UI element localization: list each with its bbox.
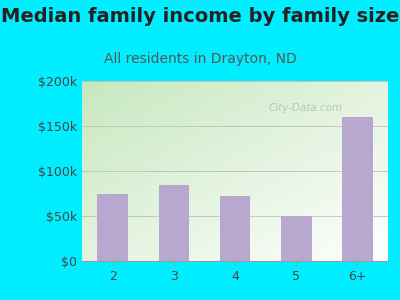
Text: All residents in Drayton, ND: All residents in Drayton, ND — [104, 52, 296, 67]
Text: Median family income by family size: Median family income by family size — [1, 8, 399, 26]
Bar — [342, 117, 373, 261]
Bar — [158, 184, 189, 261]
Text: City-Data.com: City-Data.com — [268, 103, 342, 112]
Bar — [281, 216, 312, 261]
Bar — [220, 196, 250, 261]
Bar — [97, 194, 128, 261]
